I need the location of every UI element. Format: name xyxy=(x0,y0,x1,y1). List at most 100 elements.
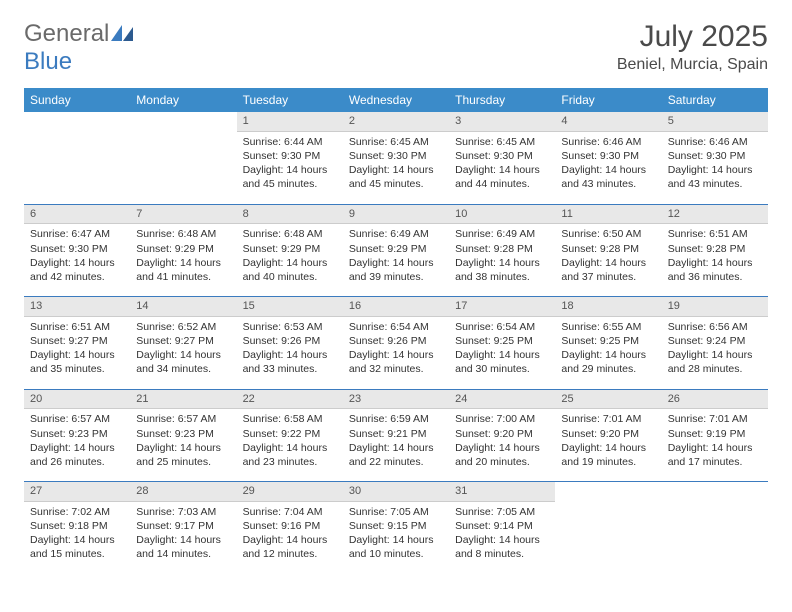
calendar-day-cell: 16Sunrise: 6:54 AMSunset: 9:26 PMDayligh… xyxy=(343,297,449,389)
sunset-line: Sunset: 9:27 PM xyxy=(136,334,230,348)
sunrise-line: Sunrise: 6:48 AM xyxy=(136,227,230,241)
day-number: 26 xyxy=(662,390,768,410)
calendar-day-cell: 7Sunrise: 6:48 AMSunset: 9:29 PMDaylight… xyxy=(130,205,236,297)
day-number: 14 xyxy=(130,297,236,317)
day-number: 31 xyxy=(449,482,555,502)
sunrise-line: Sunrise: 7:05 AM xyxy=(349,505,443,519)
calendar-day-cell: 23Sunrise: 6:59 AMSunset: 9:21 PMDayligh… xyxy=(343,390,449,482)
day-number: 13 xyxy=(24,297,130,317)
sunrise-line: Sunrise: 6:55 AM xyxy=(561,320,655,334)
sunrise-line: Sunrise: 6:49 AM xyxy=(349,227,443,241)
day-content: Sunrise: 6:58 AMSunset: 9:22 PMDaylight:… xyxy=(237,409,343,473)
sunrise-line: Sunrise: 7:02 AM xyxy=(30,505,124,519)
daylight-line: Daylight: 14 hours and 40 minutes. xyxy=(243,256,337,284)
daylight-line: Daylight: 14 hours and 14 minutes. xyxy=(136,533,230,561)
day-content: Sunrise: 6:59 AMSunset: 9:21 PMDaylight:… xyxy=(343,409,449,473)
day-number: 12 xyxy=(662,205,768,225)
daylight-line: Daylight: 14 hours and 32 minutes. xyxy=(349,348,443,376)
calendar-day-cell: 20Sunrise: 6:57 AMSunset: 9:23 PMDayligh… xyxy=(24,390,130,482)
daylight-line: Daylight: 14 hours and 39 minutes. xyxy=(349,256,443,284)
sunrise-line: Sunrise: 7:04 AM xyxy=(243,505,337,519)
calendar-day-cell: 12Sunrise: 6:51 AMSunset: 9:28 PMDayligh… xyxy=(662,205,768,297)
sunset-line: Sunset: 9:30 PM xyxy=(349,149,443,163)
title-block: July 2025 Beniel, Murcia, Spain xyxy=(617,20,768,74)
day-number: 22 xyxy=(237,390,343,410)
sunrise-line: Sunrise: 7:01 AM xyxy=(561,412,655,426)
sunset-line: Sunset: 9:27 PM xyxy=(30,334,124,348)
calendar-day-cell: 9 Sunrise: 6:49 AMSunset: 9:29 PMDaylight… xyxy=(343,205,449,297)
sunrise-line: Sunrise: 6:57 AM xyxy=(136,412,230,426)
day-content: Sunrise: 6:46 AMSunset: 9:30 PMDaylight:… xyxy=(555,132,661,196)
day-number: 17 xyxy=(449,297,555,317)
sunset-line: Sunset: 9:30 PM xyxy=(561,149,655,163)
day-number: 2 xyxy=(343,112,449,132)
calendar-day-cell: 18Sunrise: 6:55 AMSunset: 9:25 PMDayligh… xyxy=(555,297,661,389)
sunset-line: Sunset: 9:28 PM xyxy=(561,242,655,256)
day-content: Sunrise: 7:03 AMSunset: 9:17 PMDaylight:… xyxy=(130,502,236,566)
weekday-header: Saturday xyxy=(662,88,768,112)
sail-icon xyxy=(111,25,133,41)
daylight-line: Daylight: 14 hours and 19 minutes. xyxy=(561,441,655,469)
page-header: GeneralBlue July 2025 Beniel, Murcia, Sp… xyxy=(24,20,768,76)
calendar-week-row: 27 Sunrise: 7:02 AMSunset: 9:18 PM Dayligh… xyxy=(24,482,768,574)
sunrise-line: Sunrise: 6:45 AM xyxy=(455,135,549,149)
day-number: 1 xyxy=(237,112,343,132)
sunset-line: Sunset: 9:17 PM xyxy=(136,519,230,533)
weekday-header: Monday xyxy=(130,88,236,112)
daylight-line: Daylight: 14 hours and 8 minutes. xyxy=(455,533,549,561)
daylight-line: Daylight: 14 hours and 35 minutes. xyxy=(30,348,124,376)
day-content: Sunrise: 6:55 AMSunset: 9:25 PMDaylight:… xyxy=(555,317,661,381)
sunrise-line: Sunrise: 6:52 AM xyxy=(136,320,230,334)
calendar-day-cell: 14Sunrise: 6:52 AMSunset: 9:27 PMDayligh… xyxy=(130,297,236,389)
calendar-day-cell: 31Sunrise: 7:05 AMSunset: 9:14 PMDayligh… xyxy=(449,482,555,574)
calendar-day-cell: 19Sunrise: 6:56 AMSunset: 9:24 PMDayligh… xyxy=(662,297,768,389)
day-content: Sunrise: 7:05 AMSunset: 9:15 PMDaylight:… xyxy=(343,502,449,566)
sunset-line: Sunset: 9:29 PM xyxy=(349,242,443,256)
day-content: Sunrise: 6:52 AMSunset: 9:27 PMDaylight:… xyxy=(130,317,236,381)
sunrise-line: Sunrise: 6:53 AM xyxy=(243,320,337,334)
calendar-day-cell: 26Sunrise: 7:01 AMSunset: 9:19 PMDayligh… xyxy=(662,390,768,482)
calendar-day-cell: 27Sunrise: 7:02 AMSunset: 9:18 PMDayligh… xyxy=(24,482,130,574)
brand-part1: General xyxy=(24,20,109,47)
daylight-line: Daylight: 14 hours and 25 minutes. xyxy=(136,441,230,469)
day-content: Sunrise: 6:48 AMSunset: 9:29 PMDaylight:… xyxy=(130,224,236,288)
sunset-line: Sunset: 9:18 PM xyxy=(30,519,124,533)
calendar-day-cell: 8Sunrise: 6:48 AMSunset: 9:29 PMDaylight… xyxy=(237,205,343,297)
sunrise-line: Sunrise: 6:46 AM xyxy=(561,135,655,149)
brand-part2: Blue xyxy=(24,48,72,75)
day-number: 15 xyxy=(237,297,343,317)
day-number: 27 xyxy=(24,482,130,502)
day-number: 9 xyxy=(343,205,449,225)
day-number: 3 xyxy=(449,112,555,132)
day-number: 5 xyxy=(662,112,768,132)
day-content: Sunrise: 6:53 AMSunset: 9:26 PMDaylight:… xyxy=(237,317,343,381)
calendar-day-cell: 24Sunrise: 7:00 AMSunset: 9:20 PMDayligh… xyxy=(449,390,555,482)
calendar-day-cell: 22Sunrise: 6:58 AMSunset: 9:22 PMDayligh… xyxy=(237,390,343,482)
sunset-line: Sunset: 9:22 PM xyxy=(243,427,337,441)
sunset-line: Sunset: 9:19 PM xyxy=(668,427,762,441)
calendar-day-cell: 28Sunrise: 7:03 AMSunset: 9:17 PMDayligh… xyxy=(130,482,236,574)
day-content: Sunrise: 6:54 AMSunset: 9:26 PMDaylight:… xyxy=(343,317,449,381)
brand-text: GeneralBlue xyxy=(24,20,133,76)
sunset-line: Sunset: 9:30 PM xyxy=(243,149,337,163)
location: Beniel, Murcia, Spain xyxy=(617,56,768,74)
day-number: 8 xyxy=(237,205,343,225)
daylight-line: Daylight: 14 hours and 44 minutes. xyxy=(455,163,549,191)
calendar-day-cell: 25Sunrise: 7:01 AMSunset: 9:20 PMDayligh… xyxy=(555,390,661,482)
day-number: 28 xyxy=(130,482,236,502)
sunrise-line: Sunrise: 6:48 AM xyxy=(243,227,337,241)
sunset-line: Sunset: 9:26 PM xyxy=(243,334,337,348)
daylight-line: Daylight: 14 hours and 36 minutes. xyxy=(668,256,762,284)
day-number: 10 xyxy=(449,205,555,225)
day-content: Sunrise: 7:00 AMSunset: 9:20 PMDaylight:… xyxy=(449,409,555,473)
day-content: Sunrise: 6:50 AMSunset: 9:28 PMDaylight:… xyxy=(555,224,661,288)
daylight-line: Daylight: 14 hours and 34 minutes. xyxy=(136,348,230,376)
daylight-line: Daylight: 14 hours and 37 minutes. xyxy=(561,256,655,284)
sunrise-line: Sunrise: 6:46 AM xyxy=(668,135,762,149)
sunset-line: Sunset: 9:15 PM xyxy=(349,519,443,533)
calendar-day-cell: 6Sunrise: 6:47 AMSunset: 9:30 PMDaylight… xyxy=(24,205,130,297)
sunrise-line: Sunrise: 6:50 AM xyxy=(561,227,655,241)
daylight-line: Daylight: 14 hours and 30 minutes. xyxy=(455,348,549,376)
sunrise-line: Sunrise: 6:58 AM xyxy=(243,412,337,426)
daylight-line: Daylight: 14 hours and 41 minutes. xyxy=(136,256,230,284)
